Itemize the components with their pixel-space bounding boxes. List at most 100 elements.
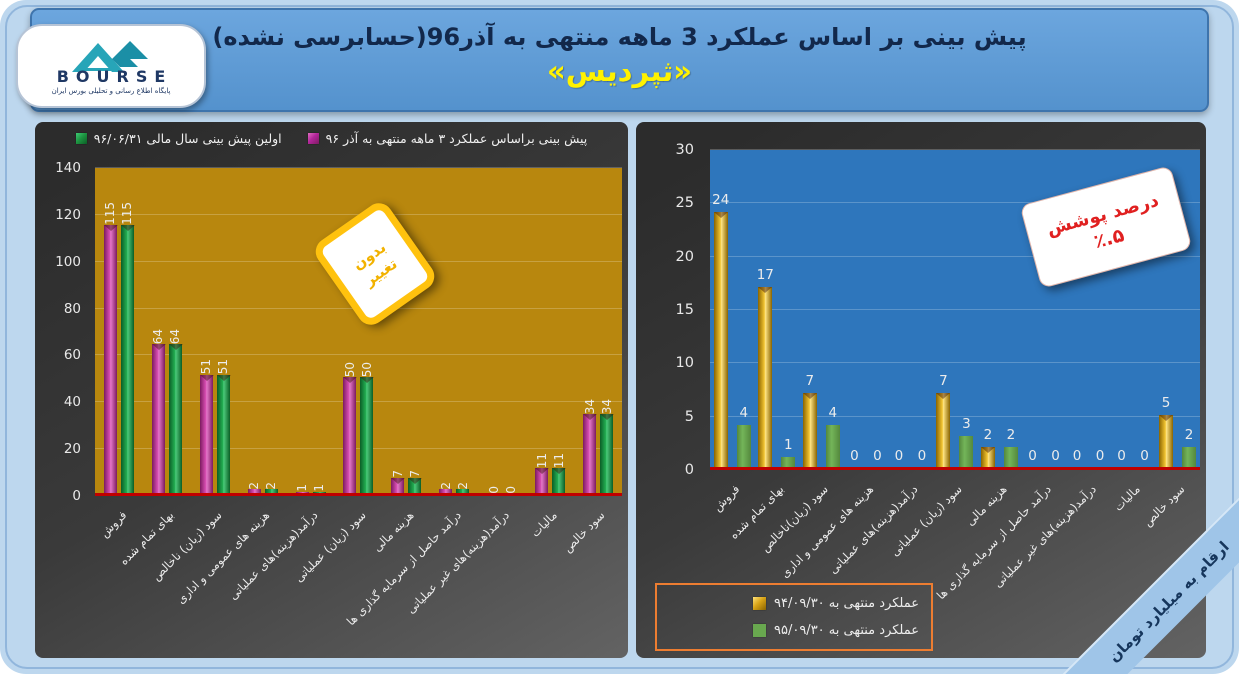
bar: 7 <box>802 373 817 468</box>
bar-value-label: 0 <box>1140 448 1149 464</box>
legend-marker-icon <box>753 624 766 637</box>
header-titles: پیش بینی بر اساس عملکرد 3 ماهه منتهی به … <box>32 10 1207 110</box>
bar-value-label: 7 <box>390 469 405 478</box>
bar-value-label: 3 <box>962 416 971 432</box>
legend-label: عملکرد منتهی به ۹۴/۰۹/۳۰ <box>774 596 919 611</box>
y-axis-tick: 20 <box>63 441 81 458</box>
bar: 1 <box>312 484 326 494</box>
forecast-x-axis: فروش بهای تمام شده سود (زیان) ناخالص هزینه … <box>95 500 622 650</box>
bar: 24 <box>712 192 729 468</box>
bar: 2 <box>439 482 453 494</box>
y-axis-tick: 60 <box>63 347 81 364</box>
bar-value-label: 34 <box>582 399 597 415</box>
x-axis-label: سود خالص <box>560 508 608 556</box>
bar-group: 51 51 <box>199 168 231 494</box>
x-axis-label: مالیات <box>528 508 561 540</box>
y-axis-tick: 5 <box>684 408 694 425</box>
bar-value-label: 4 <box>739 405 749 422</box>
bar-group: 115 115 <box>103 168 135 494</box>
legend-item: اولین پیش بینی سال مالی ۹۶/۰۶/۳۱ <box>75 131 282 146</box>
bar: 7 <box>391 470 406 494</box>
gridline <box>95 354 622 356</box>
coverage-badge-value: ٪.۵ <box>1091 224 1127 254</box>
bar-group: 50 50 <box>343 168 375 494</box>
bar: 7 <box>408 470 423 494</box>
legend-label: پیش بینی براساس عملکرد ۳ ماهه منتهی به آ… <box>325 131 588 146</box>
bar-group: 17 1 <box>757 150 796 468</box>
bar-value-label: 11 <box>534 452 549 469</box>
bar: 34 <box>600 399 615 494</box>
forecast-bars: 115 115 64 64 51 51 2 2 1 1 50 50 7 7 2 2 0 0 11 11 34 34 <box>95 168 622 494</box>
legend-marker-icon <box>753 597 766 610</box>
gridline <box>710 362 1200 364</box>
gridline <box>95 448 622 450</box>
x-axis-label: هزینه مالی <box>963 482 1010 529</box>
bar-value-label: 1 <box>312 484 327 492</box>
y-axis-tick: 30 <box>675 142 694 158</box>
legend-item: عملکرد منتهی به ۹۵/۰۹/۳۰ <box>669 623 919 638</box>
x-axis-label: درآمد حاصل از سرمایه گذاری ها <box>933 482 1054 603</box>
y-axis-tick: 80 <box>63 300 81 317</box>
y-axis-tick: 100 <box>55 253 81 270</box>
performance-y-axis: 0 5 10 15 20 25 30 <box>636 142 702 478</box>
bar-value-label: 2 <box>1184 426 1194 443</box>
bar-value-label: 2 <box>983 426 993 443</box>
bar-value-label: 7 <box>939 373 948 390</box>
bar: 17 <box>757 267 774 468</box>
x-axis-label: هزینه های عمومی و اداری <box>777 482 876 581</box>
legend-marker-icon <box>307 133 319 144</box>
performance-chart-legend: عملکرد منتهی به ۹۴/۰۹/۳۰ عملکرد منتهی به … <box>655 583 933 651</box>
bar: 50 <box>343 362 358 494</box>
x-axis-label: بهای تمام شده <box>117 508 177 568</box>
gridline <box>710 149 1200 150</box>
bar: 1 <box>295 484 309 494</box>
bar-value-label: 2 <box>438 481 453 490</box>
bar: 50 <box>360 362 375 494</box>
bar-value-label: 17 <box>756 266 774 283</box>
bar: 5 <box>1159 395 1174 468</box>
bar: 64 <box>168 329 183 494</box>
gridline <box>710 309 1200 310</box>
bar-group: 11 11 <box>534 168 567 494</box>
bar: 2 <box>264 482 278 494</box>
bar-value-label: 0 <box>894 448 904 464</box>
bar-value-label: 0 <box>1051 448 1060 464</box>
bar-value-label: 64 <box>151 328 166 345</box>
bar-value-label: 1 <box>295 484 310 492</box>
legend-item: عملکرد منتهی به ۹۴/۰۹/۳۰ <box>669 596 919 611</box>
bar: 2 <box>1003 427 1018 468</box>
header-banner: پیش بینی بر اساس عملکرد 3 ماهه منتهی به … <box>30 8 1209 112</box>
legend-item: پیش بینی براساس عملکرد ۳ ماهه منتهی به آ… <box>307 131 588 146</box>
x-axis-label: سود خالص <box>1140 482 1188 530</box>
y-axis-tick: 0 <box>684 462 694 478</box>
forecast-plot-area: 115 115 64 64 51 51 2 2 1 1 50 50 7 7 2 2 0 0 11 11 34 34 <box>95 167 622 496</box>
bar: 4 <box>825 405 840 468</box>
gridline <box>710 255 1200 257</box>
bar: 2 <box>980 427 995 468</box>
forecast-y-axis: 0 20 40 60 80 100 120 140 <box>35 160 89 504</box>
x-axis-label: سود (زیان) ناخالص <box>149 508 225 584</box>
bar-value-label: 7 <box>407 469 422 478</box>
y-axis-tick: 25 <box>675 195 694 212</box>
x-axis-label: سود (زیان)ناخالص <box>758 482 832 555</box>
bar-value-label: 11 <box>551 452 566 469</box>
bar-value-label: 2 <box>455 481 470 490</box>
performance-chart-panel: 24 4 17 1 7 4 0 0 0 0 7 3 2 2 0 0 0 0 0 0 5 2 0 5 10 15 20 25 30 فر… <box>636 122 1206 658</box>
bourse24-logo-icon <box>72 41 148 72</box>
bar-value-label: 2 <box>264 481 279 490</box>
y-axis-tick: 20 <box>675 248 694 265</box>
bar-value-label: 0 <box>1117 448 1126 464</box>
